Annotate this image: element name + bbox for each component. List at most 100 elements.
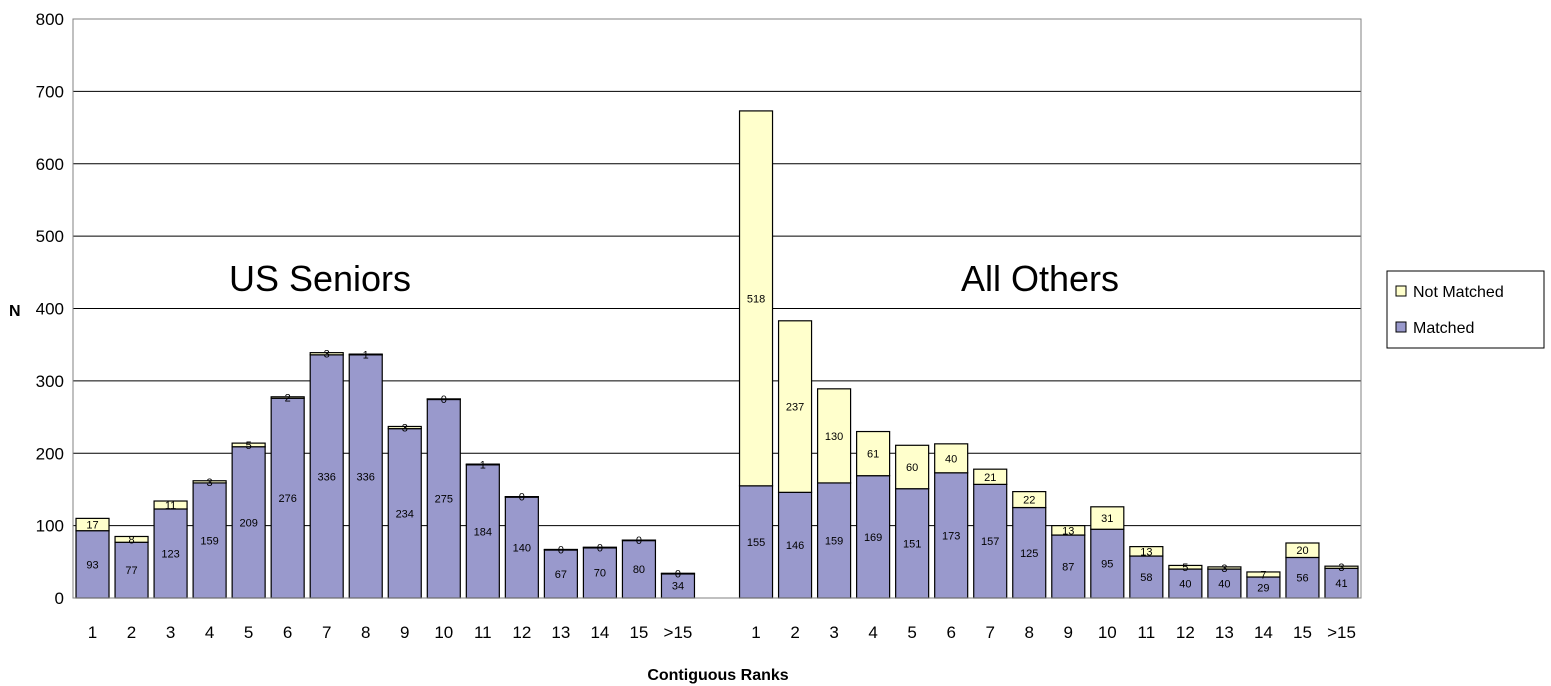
y-tick-label: 700 xyxy=(36,82,64,101)
data-label-matched: 58 xyxy=(1140,572,1152,584)
x-tick-label: 12 xyxy=(512,623,531,642)
bar-not-matched xyxy=(114,535,149,543)
data-label-not-matched: 7 xyxy=(1260,569,1266,581)
bar-matched xyxy=(816,482,852,599)
bar-matched xyxy=(1129,555,1164,599)
data-label-matched: 159 xyxy=(825,535,843,547)
y-axis-label: N xyxy=(9,303,21,320)
data-label-matched: 123 xyxy=(161,548,179,560)
bar-matched xyxy=(309,354,344,599)
x-tick-label: 3 xyxy=(829,623,838,642)
data-label-not-matched: 3 xyxy=(402,423,408,435)
bar-not-matched xyxy=(387,425,422,430)
data-label-matched: 275 xyxy=(435,493,453,505)
data-label-matched: 95 xyxy=(1101,559,1113,571)
bar-not-matched xyxy=(153,500,188,510)
data-label-not-matched: 3 xyxy=(1221,563,1227,575)
y-tick-label: 200 xyxy=(36,444,64,463)
x-tick-label: 12 xyxy=(1176,623,1195,642)
data-label-not-matched: 0 xyxy=(636,535,642,547)
data-label-not-matched: 0 xyxy=(675,568,681,580)
bar-matched xyxy=(1051,534,1086,599)
data-label-matched: 140 xyxy=(513,542,531,554)
data-label-matched: 173 xyxy=(942,530,960,542)
bar-not-matched xyxy=(1090,506,1125,530)
data-label-not-matched: 17 xyxy=(86,520,98,532)
bar-matched xyxy=(270,397,305,599)
x-tick-label: 10 xyxy=(434,623,453,642)
bar-not-matched xyxy=(1012,491,1047,509)
bar-matched xyxy=(1324,567,1359,599)
data-labels: 9317778123111593209527623363336123432750… xyxy=(86,293,1347,594)
x-tick-label: 13 xyxy=(551,623,570,642)
bar-not-matched xyxy=(270,396,305,399)
data-label-not-matched: 2 xyxy=(285,393,291,405)
x-tick-label: 4 xyxy=(868,623,877,642)
data-label-not-matched: 60 xyxy=(906,462,918,474)
data-label-not-matched: 1 xyxy=(480,459,486,471)
legend-swatch-not-matched xyxy=(1395,285,1407,297)
y-tick-label: 300 xyxy=(36,372,64,391)
x-tick-label: 2 xyxy=(127,623,136,642)
x-tick-label: 7 xyxy=(322,623,331,642)
data-label-matched: 184 xyxy=(474,526,492,538)
data-label-not-matched: 0 xyxy=(519,492,525,504)
bar-matched xyxy=(895,488,930,599)
x-tick-label: 6 xyxy=(283,623,292,642)
data-label-not-matched: 0 xyxy=(441,394,447,406)
data-label-matched: 34 xyxy=(672,581,684,593)
data-label-matched: 276 xyxy=(278,493,296,505)
bars xyxy=(75,110,1359,599)
data-label-not-matched: 0 xyxy=(597,542,603,554)
data-label-not-matched: 22 xyxy=(1023,495,1035,507)
group-title-us-seniors: US Seniors xyxy=(229,258,411,299)
legend-swatch-matched xyxy=(1395,321,1407,333)
data-label-not-matched: 130 xyxy=(825,431,843,443)
data-label-matched: 29 xyxy=(1257,583,1269,595)
data-label-matched: 336 xyxy=(318,471,336,483)
x-tick-label: 1 xyxy=(751,623,760,642)
bar-not-matched xyxy=(856,430,891,477)
bar-not-matched xyxy=(660,572,696,575)
y-tick-label: 600 xyxy=(36,155,64,174)
data-label-matched: 157 xyxy=(981,536,999,548)
bar-matched xyxy=(777,491,813,599)
bar-not-matched xyxy=(75,517,110,532)
data-label-matched: 67 xyxy=(555,569,567,581)
data-label-not-matched: 5 xyxy=(246,440,252,452)
bar-not-matched xyxy=(973,468,1008,485)
bar-not-matched xyxy=(426,398,461,401)
data-label-matched: 336 xyxy=(357,471,375,483)
legend-label-not-matched: Not Matched xyxy=(1413,284,1504,301)
data-label-matched: 70 xyxy=(594,568,606,580)
bar-not-matched xyxy=(465,463,500,466)
data-label-not-matched: 40 xyxy=(945,453,957,465)
bar-matched xyxy=(1285,556,1320,599)
data-label-matched: 146 xyxy=(786,540,804,552)
bar-not-matched xyxy=(1246,571,1281,578)
data-label-not-matched: 11 xyxy=(165,500,176,512)
x-tick-label: 15 xyxy=(1293,623,1312,642)
bar-matched xyxy=(934,472,969,599)
data-label-not-matched: 8 xyxy=(128,534,134,546)
bar-matched xyxy=(348,354,383,599)
x-tick-label: 5 xyxy=(907,623,916,642)
data-label-not-matched: 20 xyxy=(1296,545,1308,557)
data-label-not-matched: 13 xyxy=(1062,525,1074,537)
x-tick-label: >15 xyxy=(1327,623,1356,642)
y-tick-label: 400 xyxy=(36,300,64,319)
x-tick-label: 10 xyxy=(1098,623,1117,642)
x-tick-label: 4 xyxy=(205,623,214,642)
y-tick-label: 0 xyxy=(55,589,64,608)
data-label-not-matched: 3 xyxy=(324,349,330,361)
bar-not-matched xyxy=(777,320,813,493)
x-tick-label: 7 xyxy=(985,623,994,642)
data-label-matched: 93 xyxy=(86,559,98,571)
bar-not-matched xyxy=(504,496,539,498)
y-tick-label: 100 xyxy=(36,517,64,536)
bar-not-matched xyxy=(1051,525,1086,536)
group-title-all-others: All Others xyxy=(961,258,1119,299)
bar-not-matched xyxy=(621,539,657,542)
